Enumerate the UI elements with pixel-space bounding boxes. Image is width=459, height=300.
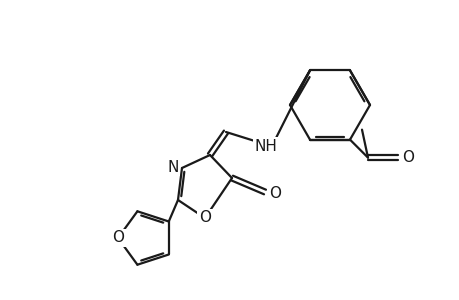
Text: O: O [112, 230, 124, 245]
Text: NH: NH [254, 139, 277, 154]
Text: O: O [199, 211, 211, 226]
Text: N: N [167, 160, 178, 175]
Text: O: O [269, 185, 280, 200]
Text: O: O [401, 150, 413, 165]
